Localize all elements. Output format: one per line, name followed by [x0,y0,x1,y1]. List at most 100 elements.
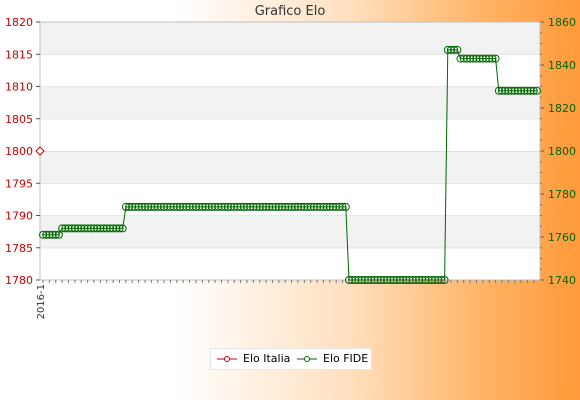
point-elo-fide [80,224,89,233]
point-elo-fide [446,45,455,54]
point-elo-fide [211,202,220,211]
point-elo-italia [35,146,45,156]
point-elo-fide [249,202,258,211]
point-elo-fide [504,86,513,95]
y-left-tick-label: 1820 [5,16,33,29]
grid-band [40,86,540,119]
point-elo-fide [179,202,188,211]
point-elo-fide [478,54,487,63]
point-elo-fide [233,202,242,211]
point-elo-fide [134,202,143,211]
point-elo-fide [48,230,57,239]
point-elo-fide [335,202,344,211]
point-elo-fide [497,86,506,95]
point-elo-fide [287,202,296,211]
point-elo-fide [462,54,471,63]
point-elo-fide [105,224,114,233]
point-elo-fide [316,202,325,211]
point-elo-fide [192,202,200,211]
y-left-tick-label: 1795 [5,177,33,190]
point-elo-fide [434,276,443,284]
point-elo-fide [156,202,165,211]
point-elo-fide [513,86,522,95]
legend-marker-elo-italia [217,354,237,364]
y-left-tick-label: 1790 [5,210,33,223]
point-elo-fide [469,54,478,63]
point-elo-fide [440,276,449,284]
point-elo-fide [345,276,353,284]
point-elo-fide [125,202,134,211]
point-elo-fide [319,202,328,211]
point-elo-fide [54,230,63,239]
point-elo-fide [443,45,452,54]
point-elo-fide [160,202,169,211]
point-elo-fide [364,276,373,284]
point-elo-fide [329,202,337,211]
point-elo-fide [459,54,468,63]
grid-band [40,183,540,216]
point-elo-fide [207,202,216,211]
point-elo-fide [128,202,137,211]
point-elo-fide [236,202,245,211]
point-elo-fide [61,224,70,233]
point-elo-fide [300,202,309,211]
point-elo-fide [389,276,398,284]
point-elo-fide [322,202,331,211]
point-elo-fide [523,86,532,95]
grid-band [40,247,540,280]
point-elo-fide [42,230,51,239]
y-left-tick-label: 1800 [5,145,33,158]
point-elo-fide [39,230,47,239]
point-elo-fide [482,54,490,63]
point-elo-fide [325,202,334,211]
point-elo-fide [402,276,411,284]
point-elo-fide [239,202,248,211]
point-elo-fide [188,202,197,211]
point-elo-fide [166,202,175,211]
y-right-tick-label: 1740 [548,274,576,287]
y-left-tick-label: 1805 [5,113,33,126]
y-right-tick-label: 1860 [548,16,576,29]
point-elo-fide [115,224,124,233]
y-left-tick-label: 1810 [5,81,33,94]
point-elo-fide [67,224,76,233]
point-elo-fide [176,202,184,211]
point-elo-fide [99,224,108,233]
point-elo-fide [290,202,299,211]
point-elo-fide [507,86,516,95]
point-elo-fide [182,202,191,211]
point-elo-fide [220,202,229,211]
point-elo-fide [172,202,181,211]
point-elo-fide [214,202,223,211]
point-elo-fide [118,224,127,233]
point-elo-fide [491,54,500,63]
point-elo-fide [357,276,366,284]
point-elo-fide [131,202,140,211]
point-elo-fide [252,202,261,211]
point-elo-fide [472,54,481,63]
point-elo-fide [274,202,283,211]
point-elo-fide [306,202,315,211]
point-elo-fide [204,202,213,211]
point-elo-fide [383,276,392,284]
point-elo-fide [93,224,102,233]
point-elo-fide [83,224,92,233]
y-right-tick-label: 1800 [548,145,576,158]
point-elo-fide [370,276,379,284]
grid-band [40,22,540,55]
point-elo-fide [141,202,149,211]
point-elo-fide [529,86,538,95]
grid-band [40,151,540,184]
point-elo-fide [332,202,341,211]
point-elo-fide [421,276,430,284]
point-elo-fide [223,202,232,211]
point-elo-fide [144,202,153,211]
point-elo-fide [297,202,306,211]
point-elo-fide [303,202,312,211]
point-elo-fide [376,276,385,284]
point-elo-fide [526,86,535,95]
point-elo-fide [185,202,194,211]
point-elo-fide [230,202,239,211]
